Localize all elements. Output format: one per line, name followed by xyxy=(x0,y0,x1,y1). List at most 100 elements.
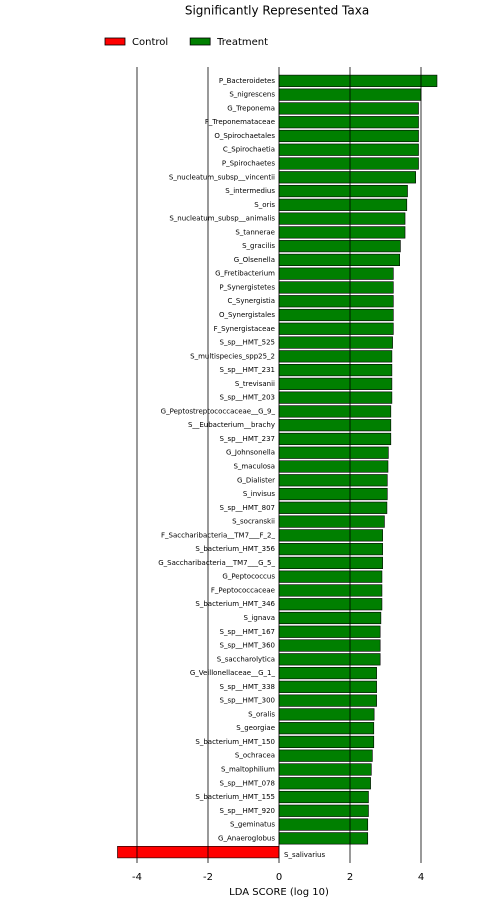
bar xyxy=(278,157,419,170)
category-label: S_invisus xyxy=(243,490,275,498)
category-label: S_oris xyxy=(254,201,275,209)
category-label: S_bacterium_HMT_155 xyxy=(195,793,275,801)
bar xyxy=(278,763,372,776)
bar xyxy=(278,487,388,501)
category-label: S_sp__HMT_203 xyxy=(220,394,275,402)
bar xyxy=(278,570,383,583)
bar xyxy=(278,377,393,390)
bar xyxy=(278,212,406,225)
category-label: G_Johnsonella xyxy=(226,449,275,457)
category-label: S_georgiae xyxy=(236,724,275,732)
bar xyxy=(278,446,389,459)
bar xyxy=(278,804,369,817)
bar xyxy=(278,611,382,625)
bar xyxy=(278,308,394,322)
category-label: S_nigrescens xyxy=(229,91,275,99)
category-label: S_intermedius xyxy=(225,187,275,195)
x-axis-label: LDA SCORE (log 10) xyxy=(229,887,329,898)
bar xyxy=(278,240,401,253)
bar xyxy=(278,818,369,831)
bar xyxy=(278,405,392,418)
category-label: G_Peptococcus xyxy=(222,573,275,581)
category-label: G_Anaeroglobus xyxy=(218,834,275,842)
bar xyxy=(278,129,419,143)
category-label: S_nucleatum_subsp__animalis xyxy=(169,215,275,223)
category-label: G_Olsenella xyxy=(234,256,275,264)
category-label: S_oralis xyxy=(248,710,275,718)
category-label: S_trevisanii xyxy=(235,380,275,388)
bar xyxy=(278,116,419,129)
bar xyxy=(278,666,377,680)
bar xyxy=(278,584,383,597)
x-tick-label: 0 xyxy=(276,872,282,883)
bar xyxy=(278,226,406,239)
category-label: S_bacterium_HMT_346 xyxy=(195,600,275,608)
bar xyxy=(278,364,393,377)
category-label: S_bacterium_HMT_150 xyxy=(195,738,275,746)
category-label: F_Saccharibacteria__TM7___F_2_ xyxy=(161,531,275,539)
category-label: P_Synergistetes xyxy=(219,283,275,291)
category-label: S_sp__HMT_360 xyxy=(220,642,275,650)
category-label: S_salivarius xyxy=(284,851,325,859)
x-tick-label: -2 xyxy=(203,872,213,883)
bar xyxy=(278,474,388,487)
category-label: G_Dialister xyxy=(237,476,275,484)
bar xyxy=(278,432,392,446)
bar xyxy=(278,832,369,845)
bar xyxy=(278,171,416,184)
category-label: G_Saccharibacteria__TM7___G_5_ xyxy=(158,559,275,567)
bar xyxy=(278,790,369,804)
bar xyxy=(278,625,381,638)
category-label: S_sp__HMT_807 xyxy=(220,504,275,512)
category-label: G_Veillonellaceae__G_1_ xyxy=(190,669,276,677)
category-label: S_gracilis xyxy=(242,242,275,250)
category-label: C_Spirochaetia xyxy=(223,146,275,154)
category-label: O_Synergistales xyxy=(219,311,275,319)
category-label: F_Synergistaceae xyxy=(214,325,275,333)
category-label: P_Bacteroidetes xyxy=(219,77,275,85)
category-label: G_Fretibacterium xyxy=(215,270,275,278)
category-label: S_sp__HMT_338 xyxy=(220,683,275,691)
bar xyxy=(278,598,383,611)
bar xyxy=(278,198,408,211)
bar xyxy=(117,846,280,859)
category-label: F_Peptococcaceae xyxy=(211,586,275,594)
bar xyxy=(278,653,381,666)
bar xyxy=(278,694,377,707)
bar xyxy=(278,322,394,335)
x-tick-label: 4 xyxy=(418,872,424,883)
bar xyxy=(278,267,394,280)
category-label: S_nucleatum_subsp__vincentii xyxy=(169,173,275,181)
bar xyxy=(278,735,375,749)
category-label: C_Synergistia xyxy=(228,297,276,305)
category-label: S_ochracea xyxy=(235,752,275,760)
category-label: S_tannerae xyxy=(235,228,275,236)
category-label: S_socranskii xyxy=(232,518,275,526)
category-label: S_sp__HMT_167 xyxy=(220,628,275,636)
category-label: G_Treponema xyxy=(227,104,275,112)
bar xyxy=(278,253,400,267)
bar xyxy=(278,281,394,294)
category-label: S_sp__HMT_300 xyxy=(220,697,275,705)
bar xyxy=(278,184,408,198)
legend-swatch xyxy=(104,37,126,46)
category-label: S_bacterium_HMT_356 xyxy=(195,545,275,553)
category-label: S_saccharolytica xyxy=(217,655,275,663)
bar xyxy=(278,777,371,790)
category-label: S_sp__HMT_525 xyxy=(220,339,275,347)
chart-title: Significantly Represented Taxa xyxy=(185,4,369,18)
category-label: S_maculosa xyxy=(233,463,275,471)
legend-label: Control xyxy=(132,37,168,48)
bar xyxy=(278,350,393,363)
bar xyxy=(278,529,383,542)
bar xyxy=(278,143,419,156)
category-label: S_sp__HMT_920 xyxy=(220,807,275,815)
category-label: S_geminatus xyxy=(230,821,275,829)
category-label: G_Peptostreptococcaceae__G_9_ xyxy=(161,407,276,415)
category-label: S_maltophilium xyxy=(221,765,275,773)
category-label: P_Spirochaetes xyxy=(222,160,275,168)
bar xyxy=(278,543,383,556)
x-tick-label: -4 xyxy=(132,872,142,883)
bar xyxy=(278,501,388,514)
